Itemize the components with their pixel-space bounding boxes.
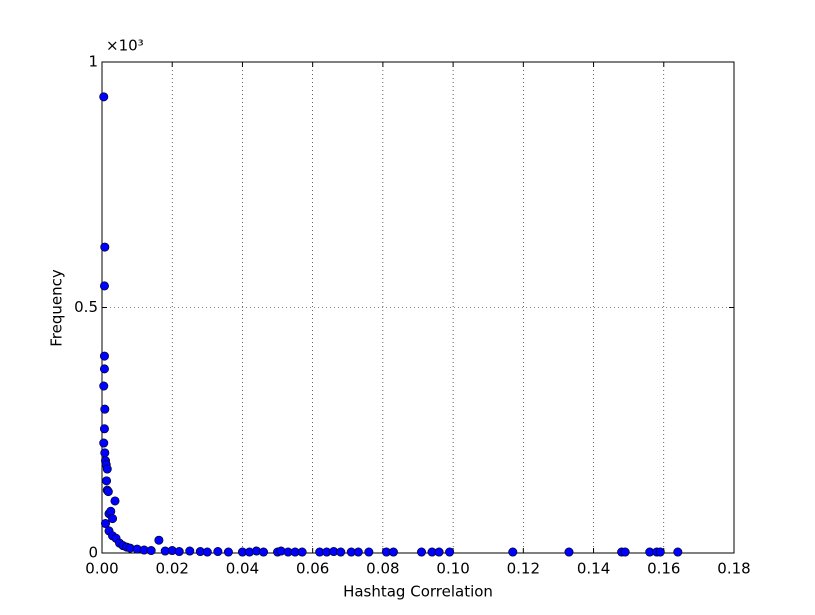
point	[103, 487, 113, 497]
point	[100, 448, 110, 458]
offset-label: ×10³	[106, 37, 144, 55]
point	[364, 547, 374, 557]
point	[388, 547, 398, 557]
point	[336, 547, 346, 557]
y-tick-label: 0.5	[74, 298, 98, 316]
point	[564, 547, 574, 557]
point	[434, 547, 444, 557]
point	[174, 547, 184, 557]
x-tick-label: 0.00	[85, 560, 118, 578]
y-tick-label: 0	[88, 544, 98, 562]
point	[508, 547, 518, 557]
point	[100, 404, 110, 414]
point	[102, 476, 112, 486]
x-tick-label: 0.16	[647, 560, 680, 578]
y-axis-label: Frequency	[48, 269, 66, 347]
point	[106, 506, 116, 516]
point	[297, 547, 307, 557]
point	[655, 547, 665, 557]
point	[417, 547, 427, 557]
x-axis-label: Hashtag Correlation	[343, 583, 493, 601]
point	[154, 535, 164, 545]
point	[223, 547, 233, 557]
point	[202, 547, 212, 557]
x-tick-label: 0.12	[507, 560, 540, 578]
point	[99, 281, 109, 291]
x-tick-label: 0.18	[717, 560, 750, 578]
point	[101, 519, 111, 529]
point	[110, 496, 120, 506]
point	[100, 242, 110, 252]
point	[673, 547, 683, 557]
point	[185, 546, 195, 556]
point	[445, 547, 455, 557]
point	[102, 464, 112, 474]
x-tick-label: 0.02	[156, 560, 189, 578]
x-tick-label: 0.14	[577, 560, 610, 578]
point	[108, 514, 118, 524]
point	[259, 547, 269, 557]
point	[99, 92, 109, 102]
point	[620, 547, 630, 557]
point	[99, 438, 109, 448]
point	[353, 547, 363, 557]
y-tick-label: 1	[88, 53, 98, 71]
point	[146, 546, 156, 556]
point	[99, 381, 109, 391]
x-tick-label: 0.10	[436, 560, 469, 578]
x-tick-label: 0.06	[296, 560, 329, 578]
x-tick-label: 0.04	[226, 560, 259, 578]
point	[99, 424, 109, 434]
x-tick-label: 0.08	[366, 560, 399, 578]
point	[99, 351, 109, 361]
point	[99, 364, 109, 374]
point	[213, 547, 223, 557]
